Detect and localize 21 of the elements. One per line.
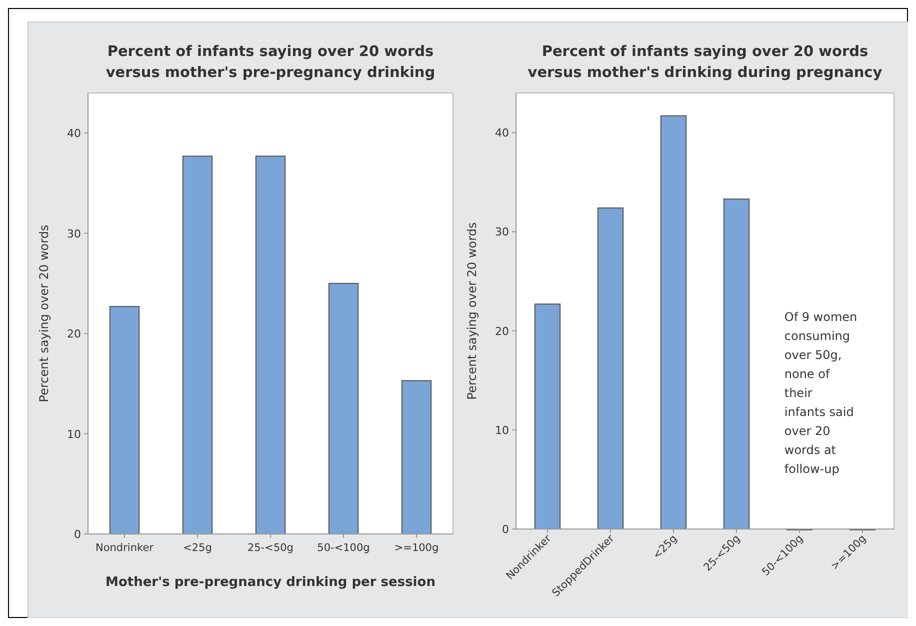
text: Of 9 women consuming over 50g, none of their infants said over 20 words at follow-up xyxy=(784,310,858,476)
y-tick-label: 10 xyxy=(495,424,509,437)
y-tick-label: 20 xyxy=(67,328,81,341)
y-tick-label: 20 xyxy=(495,324,509,338)
y-tick-label: 30 xyxy=(67,227,81,240)
x-axis-title: Mother's pre-pregnancy drinking per session xyxy=(106,575,436,590)
chart-title: Percent of infants saying over 20 words versus mother's pre-pregnancy drinking xyxy=(106,44,436,81)
x-tick-label: Nondrinker xyxy=(96,542,154,554)
y-tick-label: 0 xyxy=(74,528,81,541)
y-tick-label: 30 xyxy=(495,226,509,239)
y-tick-label: 10 xyxy=(67,428,81,441)
y-axis-title: Percent saying over 20 words xyxy=(465,222,479,400)
x-tick-label: >=100g xyxy=(394,542,439,554)
x-tick-label: <25g xyxy=(183,542,212,554)
y-axis-title: Percent saying over 20 words xyxy=(37,224,51,402)
chart-title: Percent of infants saying over 20 words versus mother's drinking during pregnancy xyxy=(528,44,883,81)
y-tick-label: 40 xyxy=(67,127,81,140)
x-tick-label: 50-<100g xyxy=(317,542,370,554)
y-tick-label: 0 xyxy=(502,523,509,536)
x-tick-label: 25-<50g xyxy=(248,542,294,554)
y-tick-label: 40 xyxy=(495,126,509,140)
